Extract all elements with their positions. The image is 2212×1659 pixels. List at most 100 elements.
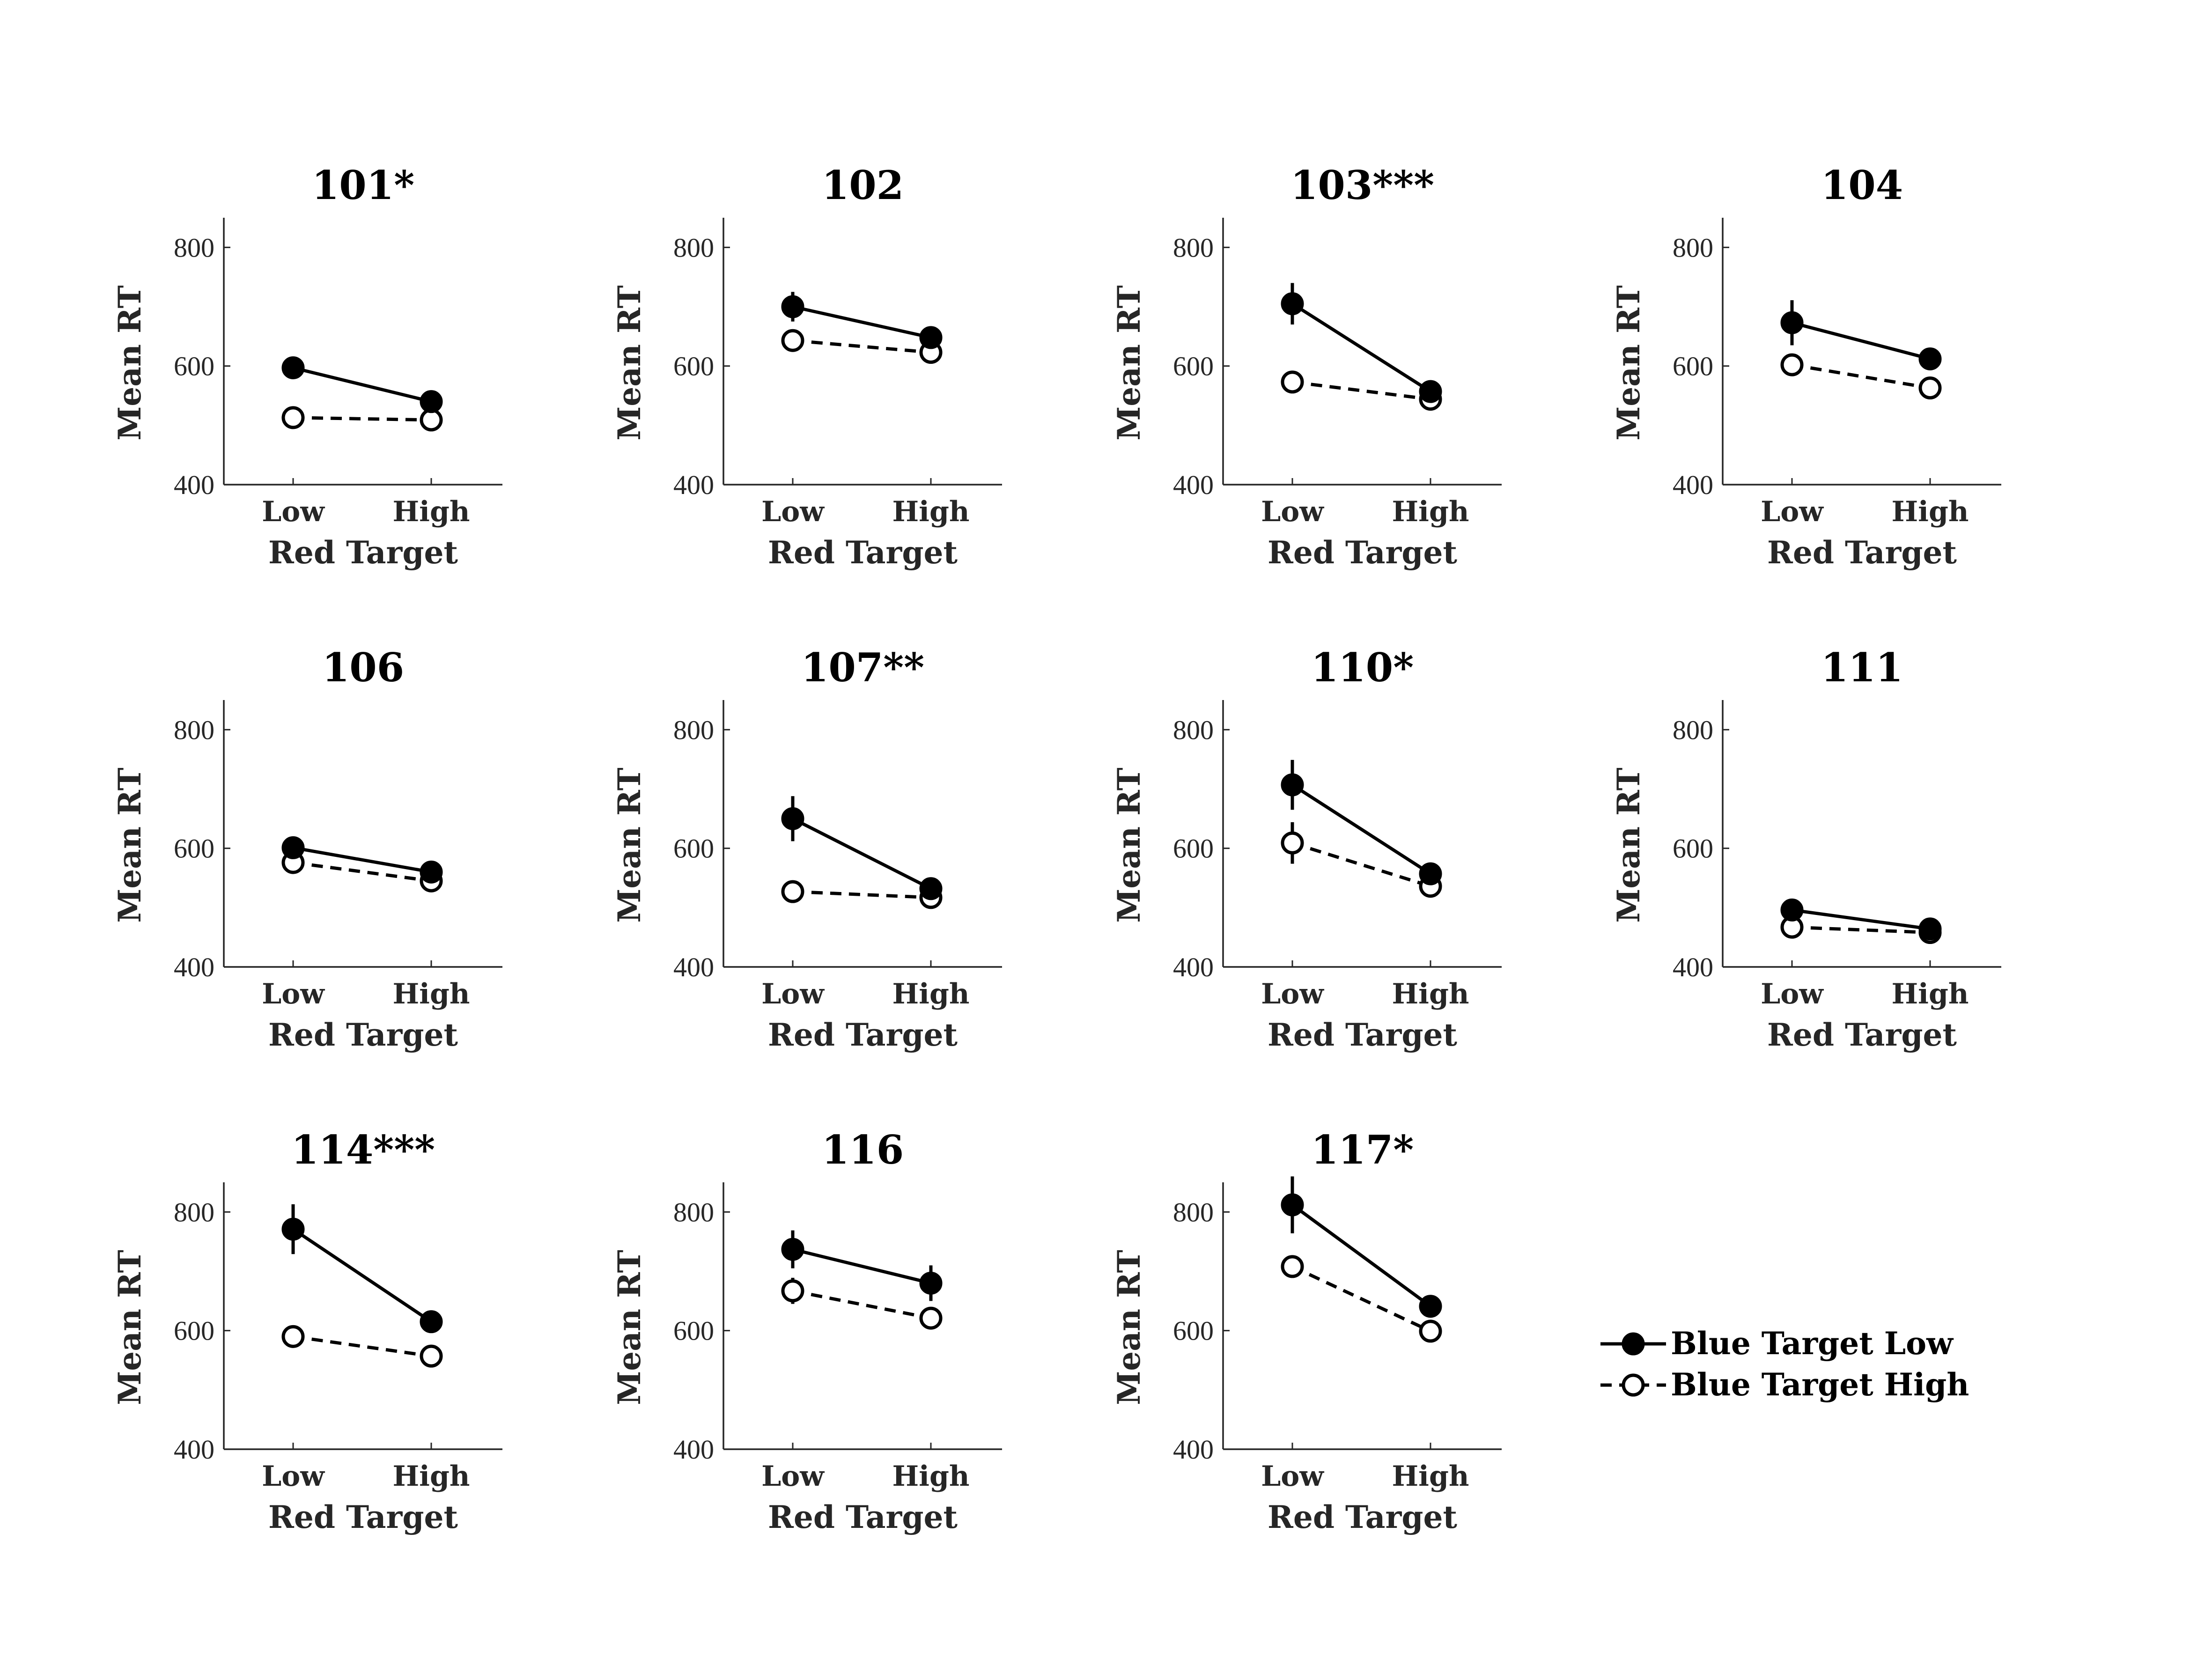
series-blue-target-high <box>281 406 443 432</box>
series-line <box>1792 363 1931 390</box>
y-axis-label: Mean RT <box>611 767 648 923</box>
series-line <box>1291 302 1431 393</box>
panel-title: 111 <box>1821 644 1903 691</box>
y-tick-label: 400 <box>174 1434 214 1465</box>
y-tick-label: 600 <box>174 833 214 864</box>
series-line <box>792 1247 931 1285</box>
data-point-filled <box>1281 1193 1304 1217</box>
data-point-filled <box>1918 347 1942 370</box>
x-tick-label: High <box>892 1460 969 1493</box>
series-blue-target-low <box>281 1204 443 1334</box>
series-blue-target-low <box>1281 1176 1442 1318</box>
panel-title: 103*** <box>1290 162 1434 208</box>
y-tick-label: 600 <box>1173 351 1214 382</box>
data-point-filled <box>281 356 305 379</box>
y-axis-label: Mean RT <box>611 1250 648 1405</box>
panel-title: 104 <box>1821 162 1903 208</box>
series-line <box>1292 380 1431 401</box>
x-tick-label: Low <box>761 495 825 528</box>
y-tick-label: 800 <box>1173 232 1214 263</box>
legend-marker <box>1622 1373 1645 1397</box>
legend-marker <box>1622 1332 1645 1356</box>
y-tick-label: 600 <box>1173 1316 1214 1346</box>
x-tick-label: High <box>1891 495 1969 528</box>
series-line <box>1291 1203 1432 1308</box>
x-axis-label: Red Target <box>1268 1017 1457 1053</box>
y-axis-label: Mean RT <box>611 285 648 441</box>
data-point-open <box>1281 1255 1304 1278</box>
data-point-open <box>1419 1320 1442 1343</box>
series-blue-target-low <box>781 1230 943 1301</box>
data-point-filled <box>919 877 943 900</box>
panel-101: 101* 400 600 800 Low High Red Target Mean RT <box>111 162 502 571</box>
data-point-filled <box>1780 898 1804 922</box>
x-tick-label: High <box>892 495 969 528</box>
data-point-filled <box>281 836 305 859</box>
panel-title: 116 <box>822 1127 904 1173</box>
series-blue-target-high <box>1281 1255 1442 1343</box>
y-tick-label: 600 <box>673 833 714 864</box>
series-blue-target-low <box>1780 300 1942 370</box>
series-blue-target-high <box>781 1277 943 1330</box>
y-tick-label: 600 <box>174 1316 214 1346</box>
series-line <box>1792 925 1931 935</box>
y-axis-label: Mean RT <box>1111 767 1147 923</box>
panel-111: 111 400 600 800 Low High Red Target Mean RT <box>1610 644 2001 1053</box>
y-tick-label: 800 <box>174 1197 214 1227</box>
x-tick-label: Low <box>262 495 325 528</box>
y-tick-label: 800 <box>673 715 714 745</box>
series-line <box>792 1289 931 1320</box>
data-point-filled <box>1918 917 1942 941</box>
series-line <box>293 1335 432 1358</box>
data-point-filled <box>1419 380 1442 403</box>
series-blue-target-low <box>281 356 443 413</box>
y-axis-label: Mean RT <box>111 1250 148 1405</box>
y-axis-label: Mean RT <box>1610 767 1647 923</box>
series-blue-target-high <box>1281 822 1442 898</box>
series-line <box>792 305 931 339</box>
series-line <box>292 1228 432 1323</box>
x-tick-label: High <box>1392 1460 1469 1493</box>
y-axis-label: Mean RT <box>111 767 148 923</box>
y-tick-label: 800 <box>174 232 214 263</box>
data-point-open <box>781 880 804 903</box>
y-tick-label: 800 <box>673 232 714 263</box>
x-tick-label: Low <box>262 978 325 1010</box>
panel-title: 117* <box>1311 1127 1414 1173</box>
data-point-open <box>919 1306 943 1330</box>
y-tick-label: 800 <box>1173 715 1214 745</box>
legend-entry: Blue Target High <box>1600 1366 1969 1403</box>
series-line <box>293 366 432 404</box>
x-tick-label: High <box>1392 978 1469 1010</box>
series-blue-target-high <box>781 329 943 364</box>
series-blue-target-low <box>281 836 443 884</box>
x-tick-label: High <box>1392 495 1469 528</box>
x-axis-label: Red Target <box>768 1017 958 1053</box>
y-tick-label: 600 <box>1673 351 1713 382</box>
series-blue-target-low <box>1281 759 1442 885</box>
series-line <box>1291 783 1431 876</box>
series-line <box>293 846 432 874</box>
x-tick-label: High <box>392 1460 470 1493</box>
data-point-filled <box>420 860 443 884</box>
data-point-filled <box>420 1310 443 1334</box>
y-tick-label: 400 <box>174 470 214 500</box>
x-axis-label: Red Target <box>268 534 458 571</box>
y-tick-label: 800 <box>1173 1197 1214 1227</box>
x-tick-label: High <box>1891 978 1969 1010</box>
y-tick-label: 600 <box>673 351 714 382</box>
panel-title: 107** <box>801 644 924 691</box>
x-tick-label: High <box>892 978 969 1010</box>
y-tick-label: 400 <box>1173 952 1214 982</box>
series-line <box>792 890 931 900</box>
series-line <box>1792 321 1931 361</box>
x-tick-label: Low <box>761 1460 825 1493</box>
y-tick-label: 600 <box>673 1316 714 1346</box>
series-blue-target-low <box>781 796 943 900</box>
x-tick-label: Low <box>262 1460 325 1493</box>
panel-title: 114*** <box>291 1127 435 1173</box>
legend-label: Blue Target High <box>1671 1366 1969 1403</box>
series-line <box>792 817 932 890</box>
series-line <box>293 416 432 422</box>
data-point-open <box>781 329 804 352</box>
